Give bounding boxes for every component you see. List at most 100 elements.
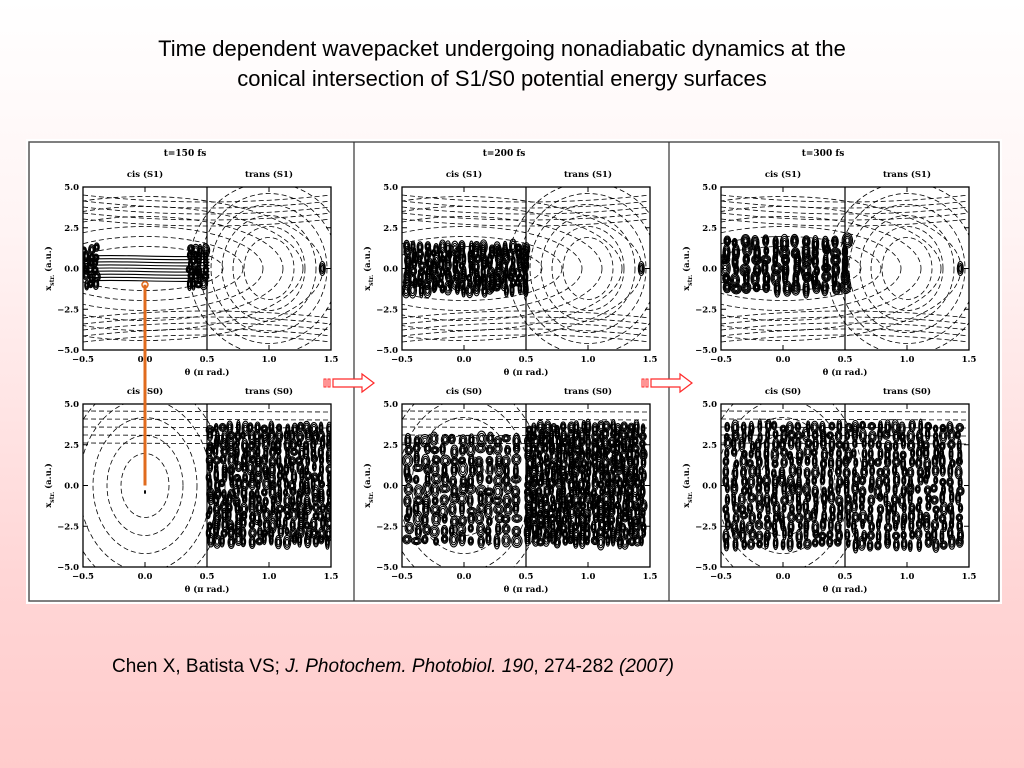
wavepacket-contour xyxy=(917,541,921,549)
potential-contour xyxy=(83,404,226,567)
wavepacket-contour xyxy=(732,484,737,492)
wavepacket-contour xyxy=(837,450,841,457)
potential-contour xyxy=(551,226,625,311)
wavepacket-contour xyxy=(634,458,638,466)
wavepacket-contour xyxy=(876,492,884,502)
wavepacket-contour xyxy=(561,424,565,430)
wavepacket-contour xyxy=(745,246,750,253)
wavepacket-contour xyxy=(442,464,447,477)
wavepacket-contour xyxy=(574,538,578,546)
wavepacket-contour xyxy=(772,429,779,440)
wavepacket-contour xyxy=(834,285,839,291)
wavepacket-contour xyxy=(214,471,218,479)
wavepacket-contour xyxy=(605,533,611,547)
wavepacket-contour xyxy=(212,502,221,517)
wavepacket-contour xyxy=(226,519,235,532)
wavepacket-contour xyxy=(213,504,220,515)
wavepacket-contour xyxy=(631,519,641,535)
wavepacket-contour xyxy=(885,525,891,531)
wavepacket-contour xyxy=(749,478,754,486)
wavepacket-contour xyxy=(188,281,191,288)
wavepacket-contour xyxy=(83,271,89,280)
wavepacket-contour xyxy=(513,496,519,504)
wavepacket-contour xyxy=(822,451,827,459)
y-tick-label: 2.5 xyxy=(383,224,398,234)
wavepacket-contour xyxy=(255,424,260,431)
wavepacket-contour xyxy=(774,281,781,296)
wavepacket-contour xyxy=(486,496,492,503)
wavepacket-contour xyxy=(92,278,100,290)
wavepacket-contour xyxy=(916,538,923,552)
wavepacket-contour xyxy=(782,239,787,247)
wavepacket-contour xyxy=(796,449,803,462)
wavepacket-contour xyxy=(578,427,586,443)
wavepacket-contour xyxy=(459,502,465,515)
wavepacket-contour xyxy=(255,462,262,475)
wavepacket-contour xyxy=(909,522,913,529)
potential-contour xyxy=(721,404,864,567)
wavepacket-contour xyxy=(782,433,786,441)
wavepacket-contour xyxy=(538,528,542,536)
wavepacket-contour xyxy=(901,539,907,550)
wavepacket-contour xyxy=(229,539,234,546)
wavepacket-contour xyxy=(940,494,944,501)
wavepacket-contour xyxy=(640,434,645,439)
wavepacket-contour xyxy=(467,287,472,295)
wavepacket-contour xyxy=(542,431,549,439)
wavepacket-contour xyxy=(933,425,938,432)
wavepacket-contour xyxy=(430,526,439,537)
wavepacket-contour xyxy=(772,451,777,459)
wavepacket-contour xyxy=(302,440,310,451)
region-label-trans: trans (S1) xyxy=(245,169,293,180)
wavepacket-contour xyxy=(432,497,438,505)
wavepacket-contour xyxy=(514,445,519,452)
wavepacket-contour xyxy=(585,514,590,523)
wavepacket-contour xyxy=(956,469,961,476)
wavepacket-contour xyxy=(778,466,786,480)
wavepacket-contour xyxy=(836,449,842,458)
wavepacket-contour xyxy=(406,486,411,493)
wavepacket-contour xyxy=(786,535,794,553)
wavepacket-contour xyxy=(425,473,430,485)
wavepacket-contour xyxy=(765,504,771,515)
wavepacket-contour xyxy=(573,524,578,530)
wavepacket-contour xyxy=(813,440,818,448)
wavepacket-contour xyxy=(811,235,820,254)
wavepacket-contour xyxy=(220,537,224,545)
wavepacket-contour xyxy=(786,492,794,504)
wavepacket-contour xyxy=(958,504,963,512)
wavepacket-contour xyxy=(513,476,519,482)
x-tick-label: −0.5 xyxy=(391,355,413,365)
wavepacket-contour xyxy=(940,457,945,465)
wavepacket-contour xyxy=(457,460,469,478)
wavepacket-contour xyxy=(836,486,840,493)
wavepacket-contour xyxy=(623,502,627,510)
wavepacket-contour xyxy=(405,515,410,521)
wavepacket-contour xyxy=(268,462,276,479)
wavepacket-contour xyxy=(318,453,325,466)
y-axis-symbol: x xyxy=(44,502,54,508)
wavepacket-contour xyxy=(275,446,282,456)
wavepacket-contour xyxy=(504,505,512,515)
wavepacket-contour xyxy=(958,488,963,494)
wavepacket-contour xyxy=(538,423,543,431)
wavepacket-contour xyxy=(796,515,802,521)
wavepacket-contour xyxy=(851,419,860,436)
wavepacket-contour xyxy=(725,513,729,520)
wavepacket-contour xyxy=(285,512,291,520)
wavepacket-contour xyxy=(733,530,739,537)
wavepacket-contour xyxy=(486,535,491,542)
wavepacket-contour xyxy=(819,538,825,546)
wavepacket-contour xyxy=(237,480,241,487)
wavepacket-contour xyxy=(819,475,826,486)
wavepacket-contour xyxy=(249,433,254,441)
wavepacket-contour xyxy=(796,457,802,465)
wavepacket-contour xyxy=(596,449,602,461)
wavepacket-contour xyxy=(411,243,415,249)
wavepacket-contour xyxy=(752,282,761,293)
wavepacket-contour xyxy=(269,424,273,431)
wavepacket-contour xyxy=(933,540,939,551)
wavepacket-contour xyxy=(764,448,769,460)
wavepacket-contour xyxy=(822,513,826,521)
wavepacket-contour xyxy=(487,254,493,267)
